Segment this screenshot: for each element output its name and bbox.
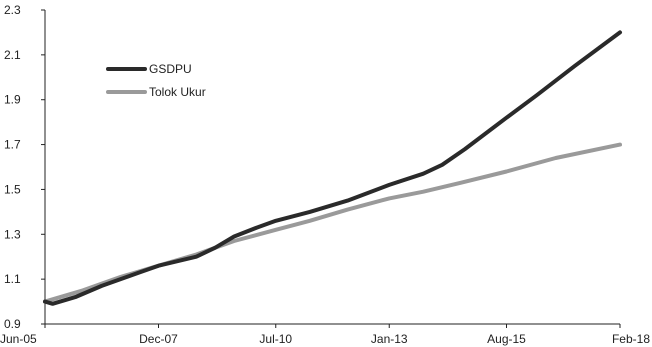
series-line-tolok-ukur [43, 142, 622, 304]
legend-label: GSDPU [149, 62, 192, 76]
y-tick-label: 1.7 [4, 138, 21, 152]
y-tick-label: 2.3 [4, 3, 21, 17]
y-tick-label: 1.3 [4, 227, 21, 241]
y-axis-ticks: 0.9 1.1 1.3 1.5 1.7 1.9 2.1 2.3 [4, 3, 45, 331]
x-tick-label: Aug-15 [487, 332, 526, 346]
x-tick-label: Feb-18 [612, 332, 650, 346]
y-tick-label: 1.9 [4, 93, 21, 107]
series-line-gsdpu [43, 30, 622, 306]
y-tick-label: 0.9 [4, 317, 21, 331]
y-tick-label: 2.1 [4, 48, 21, 62]
y-tick-label: 1.1 [4, 272, 21, 286]
x-tick-label: Jul-10 [259, 332, 292, 346]
y-tick-label: 1.5 [4, 182, 21, 196]
axes [44, 10, 620, 325]
x-tick-label: Jan-13 [371, 332, 408, 346]
x-tick-label: Jun-05 [0, 332, 37, 346]
x-tick-label: Dec-07 [139, 332, 178, 346]
legend: GSDPU Tolok Ukur [106, 62, 206, 99]
series-lines [43, 30, 622, 306]
x-axis-ticks: Jun-05 Dec-07 Jul-10 Jan-13 Aug-15 Feb-18 [0, 324, 650, 346]
legend-label: Tolok Ukur [149, 85, 206, 99]
